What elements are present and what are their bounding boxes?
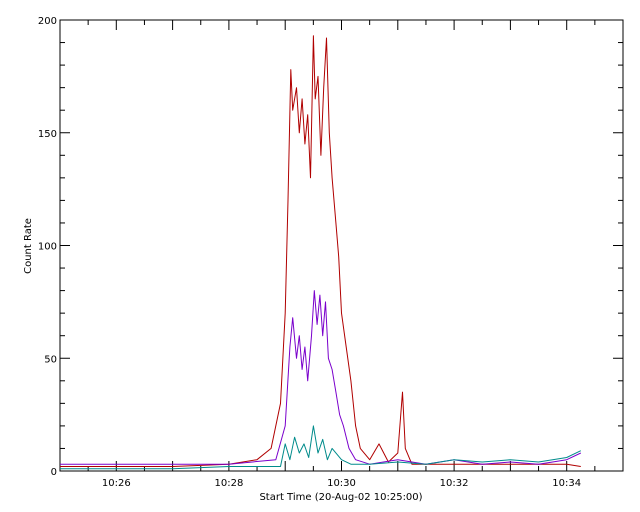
y-tick-label: 100 [38, 242, 57, 253]
x-tick-label: 10:34 [552, 478, 581, 489]
x-tick-label: 10:26 [102, 478, 131, 489]
series-line-3 [60, 425, 582, 470]
series-layer [60, 35, 582, 470]
x-tick-label: 10:32 [440, 478, 469, 489]
y-axis-label: Count Rate [23, 218, 34, 274]
plot-frame [59, 19, 624, 472]
y-tick-label: 200 [38, 16, 57, 27]
x-axis: 10:26 10:28 10:30 10:32 10:34 [59, 20, 624, 489]
x-tick-label: 10:28 [214, 478, 243, 489]
y-tick-label: 150 [38, 129, 57, 140]
series-line-2 [60, 290, 582, 465]
y-axis: 0 50 100 150 200 [38, 16, 623, 478]
x-tick-label: 10:30 [327, 478, 356, 489]
y-tick-label: 50 [44, 354, 57, 365]
series-line-1 [60, 35, 581, 467]
y-tick-label: 0 [51, 467, 57, 478]
x-axis-label: Start Time (20-Aug-02 10:25:00) [259, 492, 422, 503]
